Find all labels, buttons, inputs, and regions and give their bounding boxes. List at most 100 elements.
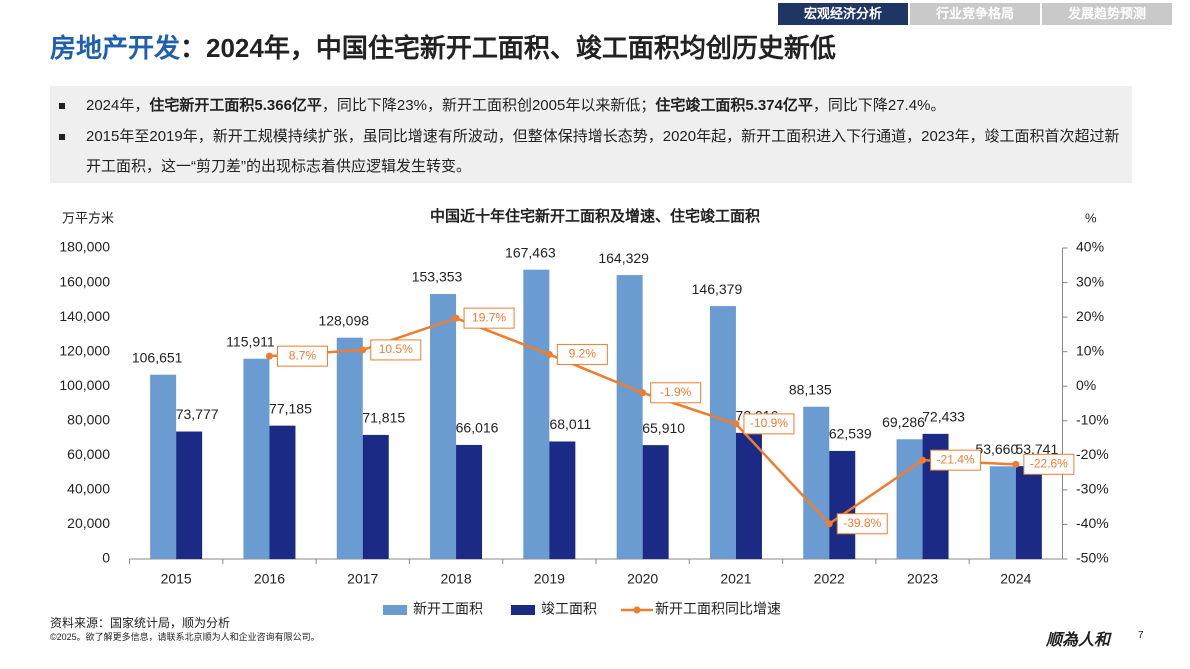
nav-tab[interactable]: 宏观经济分析 [778, 3, 908, 25]
x-tick-label: 2015 [161, 571, 192, 587]
y-axis-title: 万平方米 [62, 210, 114, 225]
bar-value-label: 71,815 [362, 410, 405, 426]
label-box [556, 343, 608, 365]
bar [642, 445, 669, 559]
x-tick-label: 2017 [347, 571, 378, 587]
label-box [836, 513, 888, 535]
legend-label: 新开工面积同比增速 [655, 601, 781, 617]
label-box [930, 449, 982, 471]
y2-tick-label: -10% [1076, 411, 1109, 427]
x-tick-label: 2022 [814, 571, 845, 587]
bar-value-label: 73,777 [176, 406, 219, 422]
y-tick-label: 160,000 [59, 273, 110, 289]
bullet: 2015年至2019年，新开工规模持续扩张，虽同比增速有所波动，但整体保持增长态… [59, 122, 1126, 182]
bar [336, 337, 363, 559]
line-point [919, 456, 927, 464]
y2-tick-label: -40% [1076, 515, 1109, 531]
bar [1015, 466, 1042, 559]
bar-value-label: 62,539 [829, 426, 872, 442]
line-value-label: 9.2% [569, 347, 597, 361]
line-value-label: 8.7% [289, 348, 317, 362]
bar [456, 444, 483, 559]
y2-tick-label: 10% [1076, 342, 1104, 358]
line-point [732, 420, 740, 428]
x-tick-label: 2021 [720, 571, 751, 587]
line-point [265, 352, 273, 360]
bullet-text: 住宅新开工面积5.366亿平 [149, 97, 322, 114]
x-tick-label: 2024 [1000, 571, 1031, 587]
line-value-label: 19.7% [472, 310, 506, 324]
legend-swatch [511, 605, 535, 615]
bar [803, 406, 830, 559]
bullet-text: 2024年， [86, 97, 150, 114]
bar [709, 306, 736, 559]
title-highlight: 房地产开发 [50, 33, 181, 63]
bar-value-label: 72,433 [922, 409, 965, 425]
bar [523, 269, 550, 559]
x-tick-label: 2020 [627, 571, 658, 587]
bar [616, 275, 643, 559]
bar-value-label: 146,379 [692, 281, 743, 297]
bar [362, 434, 389, 559]
bullet-text: ，同比下降27.4%。 [812, 97, 946, 114]
y2-tick-label: 30% [1076, 273, 1104, 289]
bar [243, 358, 270, 559]
line-point [545, 350, 553, 358]
bullet-text: 住宅竣工面积5.374亿平 [655, 97, 813, 114]
slide-title: 房地产开发：2024年，中国住宅新开工面积、竣工面积均创历史新低 [50, 28, 836, 65]
label-box [276, 345, 328, 367]
y2-axis-title: % [1085, 210, 1097, 225]
x-tick-label: 2016 [254, 571, 285, 587]
bar-value-label: 88,135 [789, 381, 832, 397]
y-tick-label: 40,000 [67, 481, 110, 497]
bar [176, 431, 203, 559]
y-tick-label: 120,000 [59, 342, 110, 358]
line-value-label: -10.9% [750, 416, 788, 430]
bar [549, 441, 576, 559]
bullet-text: 2015年至2019年，新开工规模持续扩张，虽同比增速有所波动，但整体保持增长态… [86, 128, 1120, 175]
bar [989, 466, 1016, 559]
line-point [639, 389, 647, 397]
nav-tab[interactable]: 行业竞争格局 [910, 3, 1040, 25]
y-tick-label: 20,000 [67, 515, 110, 531]
label-box [463, 307, 515, 329]
bar [150, 374, 177, 559]
copyright: ©2025。欲了解更多信息，请联系北京顺为人和企业咨询有限公司。 [50, 632, 320, 642]
chart-title: 中国近十年住宅新开工面积及增速、住宅竣工面积 [430, 207, 760, 225]
bar [896, 439, 923, 559]
bullet-text: ，同比下降23%，新开工面积创2005年以来新低； [321, 97, 656, 114]
y2-tick-label: -50% [1076, 550, 1109, 566]
y-tick-label: 100,000 [59, 377, 110, 393]
line-point [825, 520, 833, 528]
bar-value-label: 77,185 [269, 400, 312, 416]
line-value-label: -21.4% [937, 452, 975, 466]
line-value-label: 10.5% [379, 342, 413, 356]
nav-tab[interactable]: 发展趋势预测 [1042, 3, 1172, 25]
line-point [1012, 460, 1020, 468]
bar-value-label: 167,463 [505, 244, 556, 260]
x-tick-label: 2019 [534, 571, 565, 587]
y-tick-label: 60,000 [67, 446, 110, 462]
bar [269, 425, 296, 559]
y2-tick-label: 40% [1076, 239, 1104, 255]
y-tick-label: 180,000 [59, 239, 110, 255]
line-value-label: -22.6% [1030, 456, 1068, 470]
bar [829, 450, 856, 559]
label-box [370, 339, 422, 361]
bar [430, 294, 457, 559]
legend-swatch [383, 605, 407, 615]
bar-value-label: 69,286 [882, 414, 925, 430]
y2-tick-label: 0% [1076, 377, 1096, 393]
bar-value-label: 106,651 [132, 349, 183, 365]
bar-value-label: 128,098 [318, 312, 369, 328]
y-tick-label: 0 [102, 550, 110, 566]
bar [735, 432, 762, 559]
bar-value-label: 66,016 [456, 420, 499, 436]
bar-value-label: 53,741 [1015, 441, 1058, 457]
bullet: 2024年，住宅新开工面积5.366亿平，同比下降23%，新开工面积创2005年… [59, 91, 1126, 121]
y2-tick-label: -20% [1076, 446, 1109, 462]
bar-value-label: 65,910 [642, 420, 685, 436]
logo: 顺為人和 [1046, 632, 1111, 649]
